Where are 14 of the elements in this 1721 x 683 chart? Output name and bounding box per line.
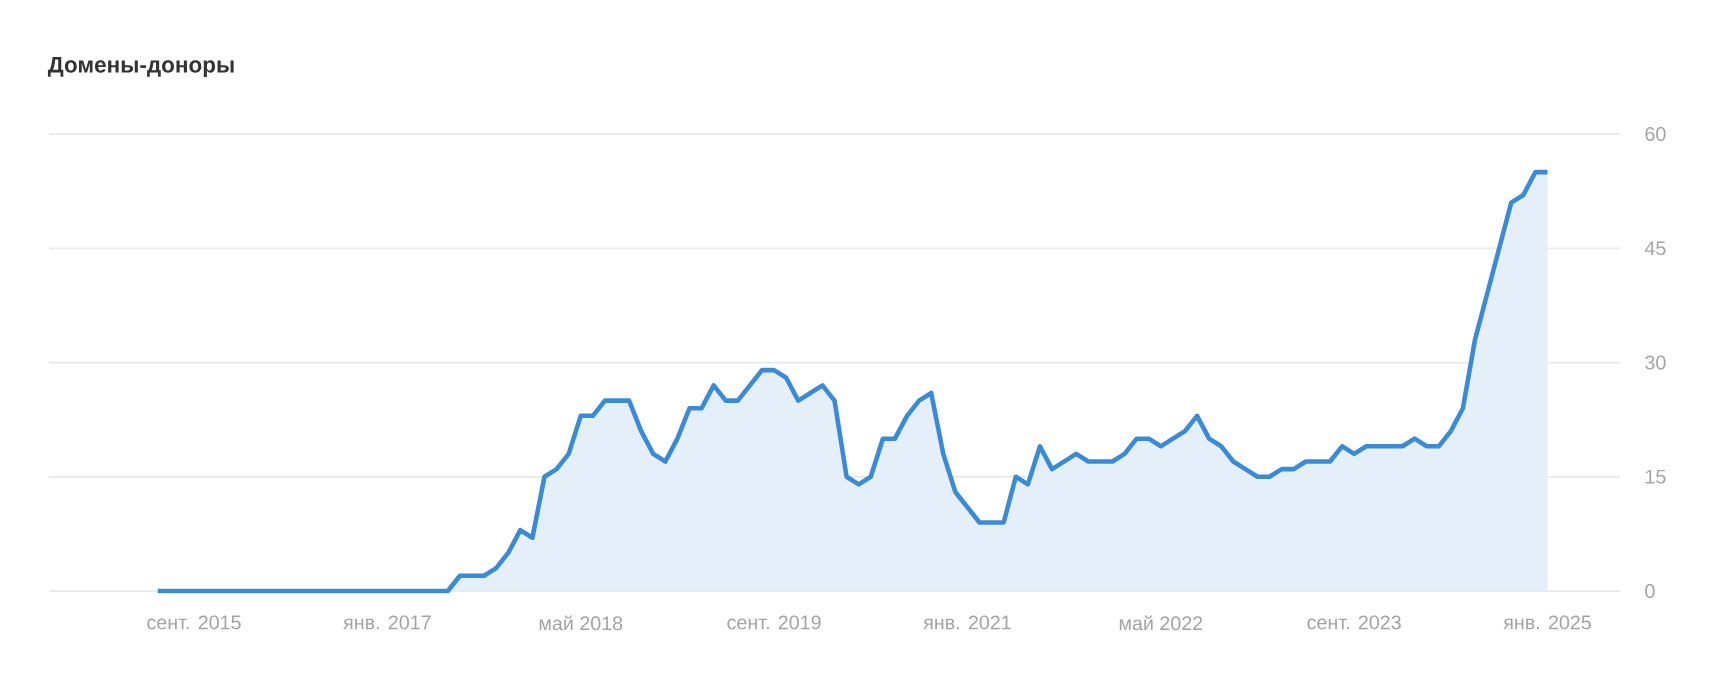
x-tick-label: сент. 2023 <box>1307 615 1401 630</box>
x-tick-label: янв. 2025 <box>1503 615 1591 630</box>
x-tick-label: май 2018 <box>539 615 623 631</box>
y-tick-label: 60 <box>1645 127 1666 141</box>
x-tick-label: сент. 2015 <box>147 615 241 630</box>
x-tick-label: янв. 2021 <box>923 615 1011 630</box>
x-tick-label: янв. 2017 <box>343 615 431 630</box>
y-tick-label: 30 <box>1645 355 1666 370</box>
y-tick-label: 0 <box>1645 584 1655 598</box>
y-tick-label: 15 <box>1645 469 1666 484</box>
chart-title: Домены-доноры <box>47 56 234 78</box>
x-tick-label: май 2022 <box>1119 615 1203 631</box>
x-tick-label: сент. 2019 <box>727 615 821 630</box>
y-tick-label: 45 <box>1644 241 1666 256</box>
